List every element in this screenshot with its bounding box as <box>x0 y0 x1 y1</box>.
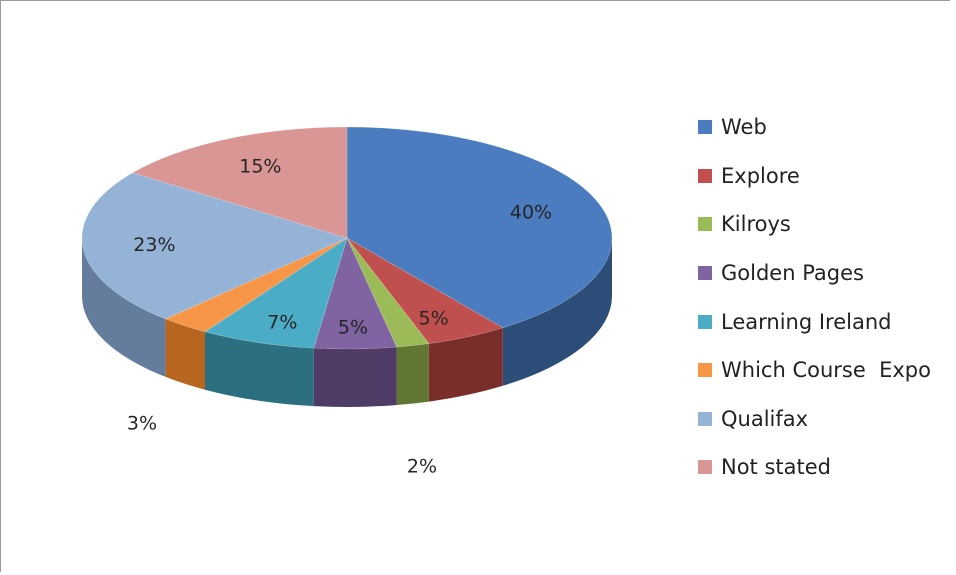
pie-slice-golden-pages <box>313 237 398 350</box>
legend-item-learning-ireland: Learning Ireland <box>698 297 931 346</box>
pie-sides <box>82 238 612 407</box>
legend-swatch <box>698 460 712 475</box>
legend: Web Explore Kilroys Golden Pages Learning Ir… <box>698 103 931 492</box>
legend-label: Not stated <box>721 455 831 480</box>
pie-slice-kilroys <box>346 237 430 348</box>
pie-side-qualifax <box>82 238 166 377</box>
data-label-not-stated: 15% <box>239 155 281 177</box>
pie-slice-which-course-expo <box>164 237 348 333</box>
legend-item-qualifax: Qualifax <box>698 395 931 444</box>
pie-side-golden-pages <box>313 347 397 407</box>
pie-top <box>81 126 613 350</box>
legend-swatch <box>698 217 712 232</box>
legend-item-golden-pages: Golden Pages <box>698 249 931 298</box>
pie-slice-qualifax <box>81 172 348 320</box>
pie-side-which-course-expo <box>165 318 206 390</box>
legend-label: Which Course Expo <box>721 358 931 383</box>
legend-label: Explore <box>721 163 800 188</box>
legend-swatch <box>698 120 712 135</box>
pie-slice-explore <box>346 237 504 344</box>
pie-side-kilroys <box>396 343 429 406</box>
pie-slice-not-stated <box>131 126 348 239</box>
data-label-golden-pages: 5% <box>338 316 368 338</box>
legend-swatch <box>698 266 712 281</box>
legend-swatch <box>698 314 712 329</box>
data-label-which-course-expo: 3% <box>127 413 157 435</box>
data-label-explore: 5% <box>419 308 449 330</box>
legend-item-not-stated: Not stated <box>698 443 931 492</box>
legend-label: Kilroys <box>721 212 791 237</box>
legend-label: Web <box>721 115 767 140</box>
legend-swatch <box>698 168 712 183</box>
legend-label: Golden Pages <box>721 261 864 286</box>
pie-side-web <box>502 238 612 386</box>
data-label-qualifax: 23% <box>133 234 175 256</box>
legend-item-explore: Explore <box>698 152 931 201</box>
data-label-web: 40% <box>510 201 552 223</box>
legend-swatch <box>698 363 712 378</box>
legend-item-which-course-expo: Which Course Expo <box>698 346 931 395</box>
pie-side-learning-ireland <box>205 331 314 407</box>
data-label-learning-ireland: 7% <box>267 312 297 334</box>
pie-slice-learning-ireland <box>204 237 348 349</box>
data-labels: 40% 5% 2% 5% 7% 3% 23% 15% <box>127 155 552 477</box>
legend-swatch <box>698 411 712 426</box>
legend-label: Qualifax <box>721 406 809 431</box>
pie-side-explore <box>428 327 503 402</box>
legend-item-kilroys: Kilroys <box>698 200 931 249</box>
legend-item-web: Web <box>698 103 931 152</box>
pie-slice-web <box>346 126 613 329</box>
data-label-kilroys: 2% <box>407 456 437 478</box>
legend-label: Learning Ireland <box>721 309 892 334</box>
